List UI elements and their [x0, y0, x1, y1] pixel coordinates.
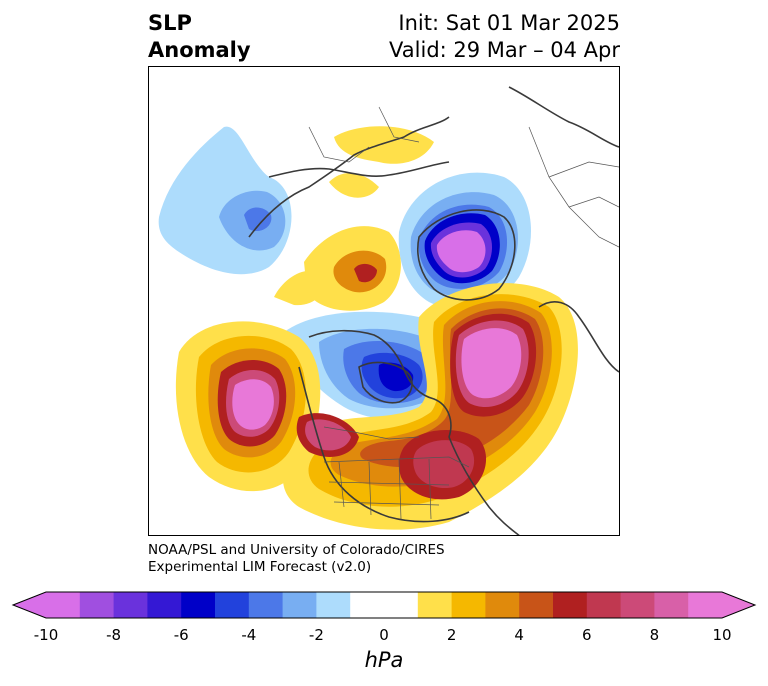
positive-anomaly-atlantic-us [282, 283, 578, 530]
title-line-1: SLP [148, 11, 192, 35]
colorbar-max-extension [722, 592, 755, 618]
colorbar-tick-label: -6 [173, 626, 189, 644]
colorbar-bin [79, 592, 115, 618]
colorbar-bin [451, 592, 486, 618]
colorbar-tick-labels: -10 -8 -6 -4 -2 0 2 4 6 8 10 [0, 626, 768, 646]
colorbar-bin [384, 592, 419, 618]
colorbar-bin [113, 592, 148, 618]
map-title: SLP Anomaly [148, 10, 251, 64]
colorbar-tick-label: -10 [33, 626, 59, 644]
colorbar-bin [282, 592, 317, 618]
colorbar-tick-label: 0 [379, 626, 389, 644]
negative-anomaly-bering [158, 126, 292, 275]
colorbar-unit-label: hPa [364, 648, 404, 672]
colorbar [11, 591, 757, 619]
valid-date-range: Valid: 29 Mar – 04 Apr [389, 38, 620, 62]
colorbar-bin [553, 592, 588, 618]
credit-line-2: Experimental LIM Forecast (v2.0) [148, 559, 372, 575]
colorbar-tick-label: 6 [582, 626, 592, 644]
colorbar-bin [654, 592, 689, 618]
country-borders [308, 106, 619, 520]
colorbar-tick-label: 8 [649, 626, 660, 644]
colorbar-outline [11, 591, 757, 619]
forecast-dates: Init: Sat 01 Mar 2025 Valid: 29 Mar – 04… [389, 10, 620, 64]
colorbar-bin [688, 592, 723, 618]
negative-anomaly-greenland [398, 172, 531, 309]
map-canvas [158, 86, 619, 535]
coastlines [248, 86, 619, 535]
credit-line-1: NOAA/PSL and University of Colorado/CIRE… [148, 542, 445, 558]
colorbar-bin [586, 592, 622, 618]
colorbar-bin [620, 592, 655, 618]
colorbar-bin [316, 592, 351, 618]
colorbar-tick-label: 10 [712, 626, 732, 644]
anomaly-map [148, 66, 620, 536]
colorbar-bin [248, 592, 284, 618]
credit-text: NOAA/PSL and University of Colorado/CIRE… [148, 542, 445, 576]
colorbar-bin [485, 592, 520, 618]
colorbar-bin [417, 592, 453, 618]
colorbar-tick-label: 4 [514, 626, 524, 644]
positive-anomaly-north-pacific [175, 321, 321, 492]
colorbar-bin [350, 592, 385, 618]
colorbar-tick-label: -2 [308, 626, 324, 644]
colorbar-tick-label: -4 [241, 626, 257, 644]
init-date: Init: Sat 01 Mar 2025 [398, 11, 620, 35]
colorbar-min-extension [13, 592, 46, 618]
colorbar-tick-label: 2 [446, 626, 457, 644]
colorbar-bin [46, 592, 81, 618]
colorbar-tick-label: -8 [106, 626, 122, 644]
colorbar-bin [147, 592, 182, 618]
colorbar-bin [215, 592, 250, 618]
colorbar-bin [181, 592, 216, 618]
title-line-2: Anomaly [148, 38, 251, 62]
colorbar-bin [519, 592, 554, 618]
